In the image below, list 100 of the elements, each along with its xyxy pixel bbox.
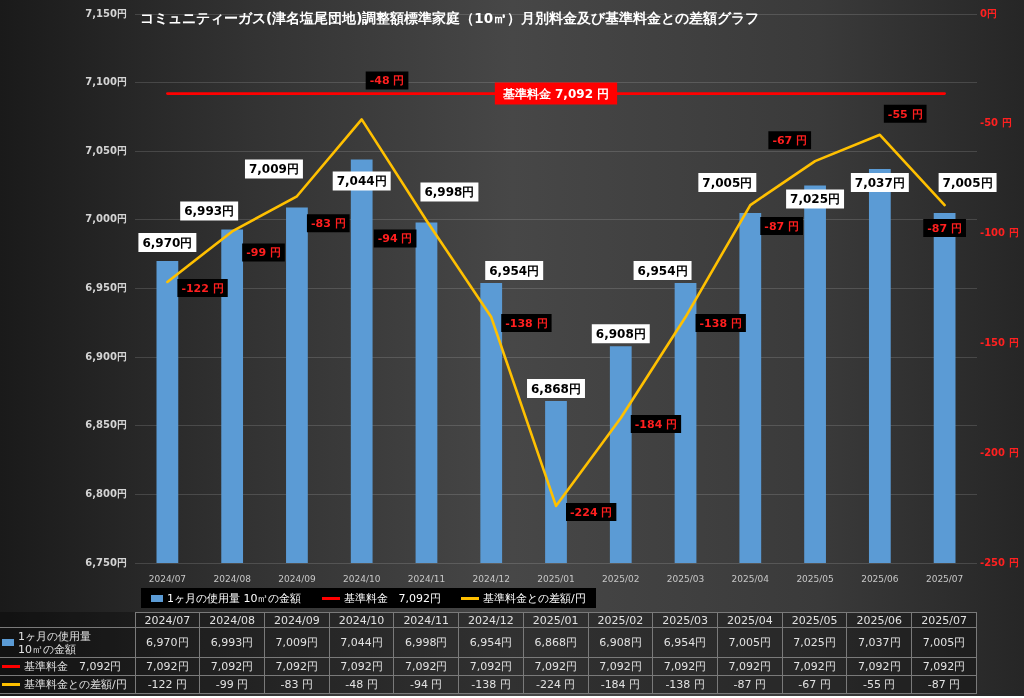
y2-tick-label: -200 円 [980,446,1019,458]
data-label: -99 円 [199,675,265,694]
y-tick-label: 6,900円 [85,350,127,362]
legend-label: 1ヶ月の使用量 10㎥の金額 [167,590,302,606]
category-label: 2024/12 [468,613,514,627]
data-label: 6,868円 [523,627,589,658]
text: -87 円 [927,221,962,235]
data-label: -184 円 [588,675,653,694]
text: 基準料金 7,092円 [24,660,122,673]
x-tick-label: 2024/11 [407,573,446,584]
text: -87 円 [764,219,800,233]
text: 7,037円 [854,175,905,190]
y-tick-label: 7,150円 [85,7,127,19]
annotation: 基準料金 7,092 円 [501,86,610,101]
data-label: -83 円 [264,675,330,694]
x-tick-label: 2025/05 [796,573,834,584]
text: 基準料金との差額/円 [24,678,127,691]
x-tick-label: 2024/12 [472,573,510,584]
x-tick-label: 2025/02 [602,573,640,584]
text: 7,025円 [790,192,841,207]
data-label: 7,092円 [523,657,589,676]
text: -83 円 [310,217,346,231]
text: 6,908円 [595,326,646,341]
text: 1ヶ月の使用量 10㎥の金額 [18,629,91,656]
text: -138 円 [505,316,548,330]
y2-tick-label: -100 円 [980,227,1019,239]
x-tick-label: 2025/04 [731,573,770,584]
data-label: 7,092円 [393,657,459,676]
text: 6,868円 [531,381,581,396]
data-label: 6,993円 [199,627,265,658]
category-label: 2025/04 [726,613,773,627]
data-label: 6,908円 [588,627,653,658]
y2-tick-label: 0円 [980,7,997,19]
text: 7,005円 [702,175,753,190]
data-label: 7,092円 [782,657,847,676]
category-label: 2024/09 [273,613,320,627]
category-label: 2024/11 [403,613,450,627]
category-label: 2025/05 [791,613,838,627]
text: 7,044円 [336,174,387,189]
category-label: 2025/07 [921,613,967,627]
text: -55 円 [887,107,923,121]
y-tick-label: 7,100円 [85,76,127,88]
x-tick-label: 2025/06 [861,573,899,584]
category-label: 2025/03 [662,613,708,627]
data-label: 7,092円 [911,657,977,676]
data-label: -87 円 [911,675,977,694]
y2-tick-label: -250 円 [980,556,1019,568]
data-label: 6,998円 [393,627,459,658]
data-label: 7,044円 [329,627,394,658]
text: -48 円 [369,74,405,88]
x-tick-label: 2025/07 [925,573,964,584]
data-label: 7,009円 [264,627,330,658]
data-label: 6,954円 [458,627,524,658]
x-tick-label: 2025/03 [666,573,705,584]
data-label: 7,092円 [264,657,330,676]
text: 6,954円 [489,263,540,278]
y-tick-label: 7,000円 [85,213,127,225]
category-label: 2024/08 [209,613,255,627]
data-label: 7,037円 [846,627,912,658]
y-tick-label: 6,850円 [85,419,127,431]
data-label: -48 円 [329,675,394,694]
text: -94 円 [377,232,413,246]
data-label: 7,092円 [652,657,718,676]
text: 6,970円 [142,235,193,250]
y-tick-label: 6,750円 [85,556,127,568]
data-label: 7,092円 [135,657,200,676]
text: -99 円 [246,246,281,260]
y-tick-label: 7,050円 [85,144,127,156]
y-tick-label: 6,950円 [85,282,127,294]
y-tick-label: 6,800円 [85,487,127,499]
category-label: 2024/07 [144,613,191,627]
category-label: 2025/06 [856,613,903,627]
text: 6,998円 [424,185,475,200]
data-label: 7,025円 [782,627,847,658]
data-label: 7,092円 [846,657,912,676]
data-label: -138 円 [652,675,718,694]
category-label: 2025/01 [532,613,579,627]
text: -138 円 [699,316,742,330]
category-label: 2025/02 [597,613,644,627]
legend-label: 基準料金との差額/円 [483,590,586,606]
data-label: 7,092円 [199,657,265,676]
text: 6,993円 [184,204,235,219]
data-label: 6,970円 [135,627,200,658]
text: 7,005円 [942,175,993,190]
x-tick-label: 2024/10 [343,573,381,584]
data-label: -94 円 [393,675,459,694]
data-label: -55 円 [846,675,912,694]
text: 7,009円 [248,162,299,177]
x-tick-label: 2024/09 [278,573,316,584]
y2-tick-label: -50 円 [980,117,1012,129]
text: -224 円 [570,505,613,519]
text: -122 円 [181,281,224,295]
chart-title: コミュニティーガス(津名塩尾団地)調整額標準家庭（10㎥）月別料金及び基準料金との差額グラフ [140,10,760,28]
data-label: -138 円 [458,675,524,694]
data-label: 7,092円 [458,657,524,676]
data-label: 7,092円 [329,657,394,676]
x-tick-label: 2025/01 [537,573,575,584]
x-tick-label: 2024/07 [148,573,187,584]
category-label: 2024/10 [338,613,385,627]
data-label: 6,954円 [652,627,718,658]
